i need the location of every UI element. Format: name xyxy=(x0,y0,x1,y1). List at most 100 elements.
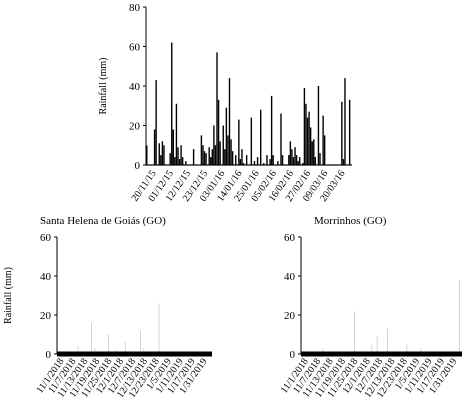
bar xyxy=(169,153,171,165)
bar xyxy=(238,119,240,165)
bar xyxy=(227,135,229,165)
bar xyxy=(371,344,373,354)
bar xyxy=(225,107,228,165)
bar xyxy=(263,163,265,165)
bar xyxy=(163,145,165,165)
bar xyxy=(222,125,224,165)
bar xyxy=(211,149,214,165)
chart-2: Santa Helena de Goiás (GO) 0 20 40 60 Rainfal… xyxy=(3,215,212,400)
bar xyxy=(200,135,203,165)
bar xyxy=(177,147,179,165)
bar xyxy=(294,147,296,165)
bar xyxy=(289,141,292,165)
bar xyxy=(175,103,178,165)
bar xyxy=(205,153,207,165)
bar xyxy=(342,159,345,165)
y-tick-label: 0 xyxy=(46,349,52,361)
bar xyxy=(266,155,268,165)
bar xyxy=(376,336,378,354)
bar xyxy=(341,101,343,165)
y-tick-label: 20 xyxy=(40,310,52,322)
y-axis-label: Rainfall (mm) xyxy=(3,267,14,324)
bar xyxy=(309,127,312,165)
bar xyxy=(230,139,232,165)
y-tick-label: 60 xyxy=(40,232,52,244)
bar xyxy=(306,117,309,165)
bar xyxy=(250,117,253,165)
y-tick-label: 0 xyxy=(290,349,296,361)
bar xyxy=(228,78,231,165)
bar xyxy=(171,42,173,165)
bar xyxy=(256,157,259,165)
bar xyxy=(143,348,145,354)
bar xyxy=(313,139,315,165)
bar xyxy=(155,80,157,165)
bar xyxy=(146,145,148,165)
bar xyxy=(387,328,389,354)
x-axis-line xyxy=(57,351,212,357)
y-tick-label: 0 xyxy=(135,160,141,172)
y-tick-label: 40 xyxy=(40,271,52,283)
bar xyxy=(158,303,160,354)
bar xyxy=(302,163,304,165)
bar xyxy=(280,113,282,165)
bar xyxy=(161,141,164,165)
chart-3: Morrinhos (GO)020406011/1/201811/7/20181… xyxy=(279,215,462,400)
bar xyxy=(91,322,92,354)
bar xyxy=(314,157,317,165)
bar xyxy=(242,163,245,165)
bar xyxy=(172,129,175,165)
bar xyxy=(292,157,295,165)
bar xyxy=(297,161,299,165)
bar xyxy=(281,155,284,165)
bar xyxy=(288,155,290,165)
bar xyxy=(185,161,187,165)
bar xyxy=(192,149,195,165)
bar xyxy=(181,157,184,165)
chart-title: Santa Helena de Goiás (GO) xyxy=(40,215,166,227)
bar xyxy=(270,95,273,165)
y-tick-label: 60 xyxy=(284,232,296,244)
bar xyxy=(216,52,218,165)
bar xyxy=(235,155,237,165)
bar xyxy=(458,279,460,354)
x-axis-line xyxy=(146,164,352,166)
bar xyxy=(153,129,156,165)
bar xyxy=(77,346,79,354)
bar xyxy=(322,348,324,354)
y-tick-label: 60 xyxy=(129,42,141,54)
bars xyxy=(146,42,351,165)
bar xyxy=(269,159,271,165)
y-tick-label: 40 xyxy=(284,271,296,283)
bar xyxy=(253,161,256,165)
bar xyxy=(260,109,262,165)
bar xyxy=(322,115,324,165)
bar xyxy=(217,99,220,165)
bar xyxy=(420,348,422,354)
bar xyxy=(178,159,181,165)
bar xyxy=(94,348,96,354)
bar xyxy=(323,135,326,165)
bar xyxy=(202,145,204,165)
bar xyxy=(305,103,307,165)
bars xyxy=(77,303,160,354)
y-tick-label: 40 xyxy=(129,81,141,93)
bar xyxy=(239,159,242,165)
bar xyxy=(348,99,351,165)
bar xyxy=(180,145,182,165)
bar xyxy=(353,311,355,354)
bar xyxy=(272,155,274,165)
bar xyxy=(214,145,217,165)
x-axis-line xyxy=(301,351,462,357)
bar xyxy=(107,334,109,354)
bar xyxy=(213,125,215,165)
bar xyxy=(241,149,243,165)
bar xyxy=(139,330,141,354)
bar xyxy=(303,87,306,165)
bar xyxy=(208,147,210,165)
bar xyxy=(245,155,248,165)
chart-title: Morrinhos (GO) xyxy=(314,215,387,227)
bars xyxy=(322,279,460,354)
